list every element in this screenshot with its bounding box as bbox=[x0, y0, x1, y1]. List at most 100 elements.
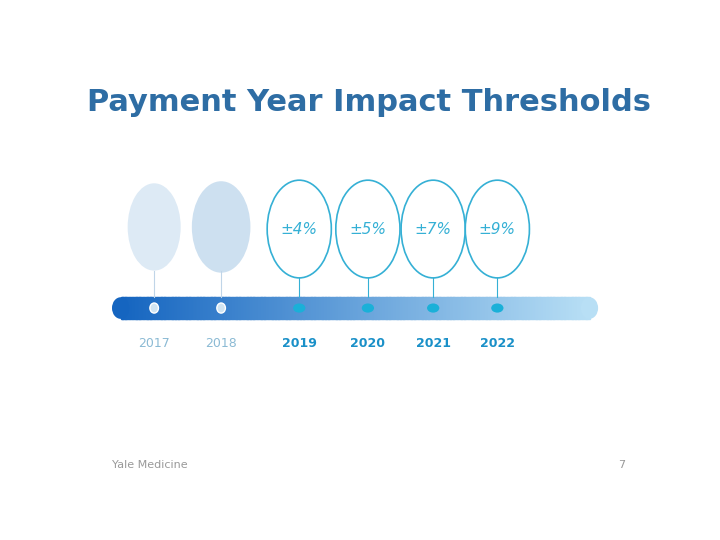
Bar bbox=[202, 297, 204, 319]
Circle shape bbox=[293, 303, 305, 313]
Bar bbox=[527, 297, 528, 319]
Bar bbox=[564, 297, 566, 319]
Bar bbox=[141, 297, 143, 319]
Bar bbox=[122, 297, 124, 319]
Bar bbox=[135, 297, 137, 319]
Bar bbox=[354, 297, 356, 319]
Text: 2020: 2020 bbox=[351, 337, 385, 350]
Bar bbox=[238, 297, 240, 319]
Bar bbox=[348, 297, 351, 319]
Bar bbox=[534, 297, 535, 319]
Bar bbox=[355, 297, 357, 319]
Bar bbox=[450, 297, 452, 319]
Bar bbox=[552, 297, 554, 319]
Bar bbox=[397, 297, 399, 319]
Bar bbox=[518, 297, 519, 319]
Bar bbox=[586, 297, 588, 319]
Bar bbox=[455, 297, 457, 319]
Bar bbox=[150, 297, 152, 319]
Bar bbox=[299, 297, 301, 319]
Bar bbox=[160, 297, 161, 319]
Bar bbox=[269, 297, 271, 319]
Bar bbox=[521, 297, 523, 319]
Bar bbox=[550, 297, 552, 319]
Bar bbox=[541, 297, 543, 319]
Text: Payment Year Impact Thresholds: Payment Year Impact Thresholds bbox=[87, 87, 651, 117]
Bar bbox=[297, 297, 299, 319]
Bar bbox=[463, 297, 464, 319]
Text: ±7%: ±7% bbox=[415, 221, 451, 237]
Bar bbox=[128, 297, 130, 319]
Bar bbox=[320, 297, 323, 319]
Bar bbox=[266, 297, 268, 319]
Bar bbox=[145, 297, 148, 319]
Bar bbox=[319, 297, 321, 319]
Ellipse shape bbox=[112, 297, 130, 319]
Bar bbox=[474, 297, 476, 319]
Bar bbox=[347, 297, 349, 319]
Bar bbox=[333, 297, 335, 319]
Bar bbox=[544, 297, 546, 319]
Bar bbox=[313, 297, 315, 319]
Bar bbox=[327, 297, 329, 319]
Bar bbox=[216, 297, 218, 319]
Bar bbox=[399, 297, 400, 319]
Bar bbox=[513, 297, 515, 319]
Bar bbox=[547, 297, 549, 319]
Bar bbox=[236, 297, 238, 319]
Bar bbox=[469, 297, 471, 319]
Bar bbox=[272, 297, 274, 319]
Bar bbox=[499, 297, 500, 319]
Bar bbox=[233, 297, 235, 319]
Bar bbox=[338, 297, 340, 319]
Bar bbox=[243, 297, 244, 319]
Bar bbox=[472, 297, 474, 319]
Bar bbox=[549, 297, 551, 319]
Text: ±5%: ±5% bbox=[349, 221, 387, 237]
Bar bbox=[304, 297, 305, 319]
Bar bbox=[335, 297, 336, 319]
Bar bbox=[374, 297, 376, 319]
Text: 7: 7 bbox=[618, 460, 626, 470]
Bar bbox=[366, 297, 368, 319]
Bar bbox=[364, 297, 366, 319]
Bar bbox=[519, 297, 521, 319]
Bar bbox=[351, 297, 352, 319]
Bar bbox=[396, 297, 397, 319]
Bar bbox=[258, 297, 260, 319]
Bar bbox=[140, 297, 141, 319]
Bar bbox=[249, 297, 251, 319]
Bar bbox=[255, 297, 257, 319]
Bar bbox=[572, 297, 574, 319]
Bar bbox=[215, 297, 216, 319]
Bar bbox=[580, 297, 582, 319]
Bar bbox=[311, 297, 313, 319]
Bar bbox=[221, 297, 222, 319]
Ellipse shape bbox=[217, 303, 225, 313]
Bar bbox=[157, 297, 158, 319]
Ellipse shape bbox=[127, 183, 181, 271]
Bar bbox=[192, 297, 194, 319]
Bar bbox=[452, 297, 454, 319]
Bar bbox=[330, 297, 332, 319]
Bar bbox=[567, 297, 570, 319]
Bar bbox=[316, 297, 318, 319]
Bar bbox=[466, 297, 468, 319]
Bar bbox=[460, 297, 462, 319]
Bar bbox=[283, 297, 285, 319]
Bar bbox=[300, 297, 302, 319]
Bar bbox=[361, 297, 363, 319]
Text: Yale Medicine: Yale Medicine bbox=[112, 460, 188, 470]
Bar bbox=[363, 297, 365, 319]
Bar bbox=[505, 297, 507, 319]
Text: 2019: 2019 bbox=[282, 337, 317, 350]
Bar bbox=[420, 297, 423, 319]
Bar bbox=[419, 297, 421, 319]
Bar bbox=[352, 297, 354, 319]
Bar bbox=[435, 297, 436, 319]
Bar bbox=[232, 297, 233, 319]
Bar bbox=[310, 297, 312, 319]
Bar bbox=[583, 297, 585, 319]
Bar bbox=[372, 297, 374, 319]
Bar bbox=[377, 297, 379, 319]
